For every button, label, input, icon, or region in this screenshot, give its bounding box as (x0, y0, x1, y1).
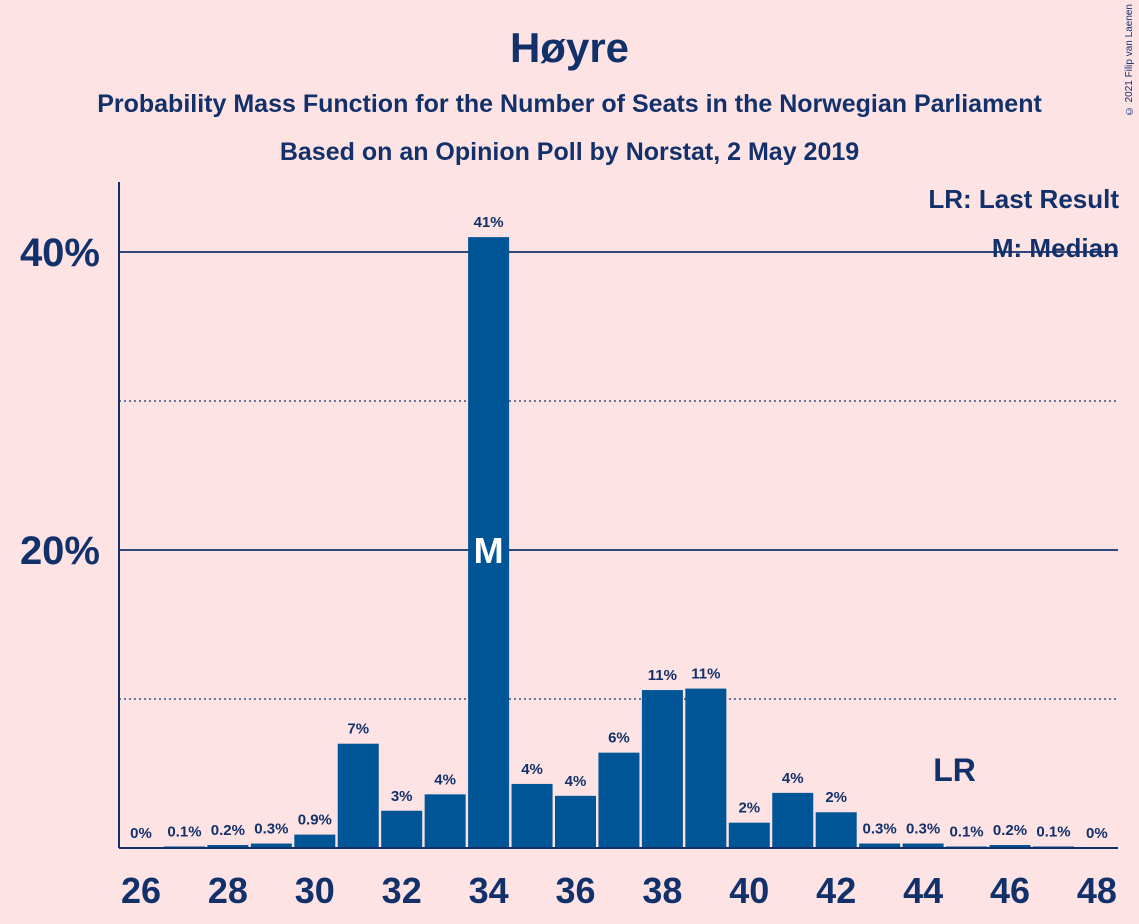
bar-value-label: 0.1% (949, 824, 983, 841)
x-tick-label: 36 (555, 870, 595, 911)
bar-value-label: 0.3% (254, 821, 288, 838)
x-tick-label: 30 (295, 870, 335, 911)
x-tick-label: 34 (469, 870, 509, 911)
bar (337, 743, 379, 848)
median-marker: M (474, 530, 504, 571)
bar-value-label: 11% (691, 666, 720, 683)
bar-value-label: 0.2% (211, 822, 245, 839)
bar-value-label: 0% (1086, 825, 1108, 842)
bar (989, 845, 1031, 848)
bar-value-label: 6% (608, 730, 630, 747)
chart-subtitle-line2: Based on an Opinion Poll by Norstat, 2 M… (279, 138, 860, 166)
y-tick-label: 20% (20, 529, 100, 573)
bar (555, 795, 596, 848)
bar (511, 783, 553, 848)
bar (641, 690, 683, 848)
bar-value-label: 2% (738, 800, 760, 817)
bar-value-label: 41% (474, 214, 504, 231)
bar-value-label: 7% (347, 721, 369, 738)
bar (381, 810, 423, 848)
last-result-marker: LR (933, 752, 976, 788)
bar (859, 843, 901, 848)
chart-title: Høyre (509, 24, 630, 71)
x-tick-label: 48 (1077, 870, 1117, 911)
bar-value-label: 4% (521, 761, 543, 778)
bar (598, 752, 640, 848)
legend-last-result: LR: Last Result (928, 184, 1119, 214)
bar-value-label: 3% (391, 788, 413, 805)
bar (424, 794, 466, 848)
x-tick-label: 46 (990, 870, 1030, 911)
bar-value-label: 11% (648, 667, 677, 684)
bar (772, 792, 814, 848)
legend-median: M: Median (991, 233, 1119, 263)
bar (207, 845, 249, 848)
bar-value-label: 0.2% (993, 822, 1027, 839)
bar (250, 843, 292, 848)
bar (294, 834, 336, 848)
bar-value-label: 0.1% (167, 824, 201, 841)
bar-value-label: 0.1% (1036, 824, 1070, 841)
chart-subtitle-line1: Probability Mass Function for the Number… (97, 90, 1042, 118)
x-tick-label: 42 (816, 870, 856, 911)
bar-value-label: 4% (565, 773, 587, 790)
x-tick-label: 40 (729, 870, 769, 911)
bar-value-label: 0% (130, 825, 152, 842)
bar (685, 688, 727, 848)
x-tick-label: 44 (903, 870, 943, 911)
x-tick-label: 28 (208, 870, 248, 911)
bar-value-label: 0.3% (863, 821, 897, 838)
y-tick-label: 40% (20, 231, 100, 275)
x-tick-label: 26 (121, 870, 161, 911)
x-tick-label: 38 (642, 870, 682, 911)
bar (902, 843, 944, 848)
bar-value-label: 2% (825, 789, 847, 806)
bar-value-label: 0.3% (906, 821, 940, 838)
bar-value-label: 4% (434, 771, 456, 788)
bar (468, 237, 510, 849)
bar (815, 812, 857, 848)
bar-value-label: 4% (782, 770, 804, 787)
bar (728, 822, 770, 848)
bar-value-label: 0.9% (298, 812, 332, 829)
x-tick-label: 32 (382, 870, 422, 911)
